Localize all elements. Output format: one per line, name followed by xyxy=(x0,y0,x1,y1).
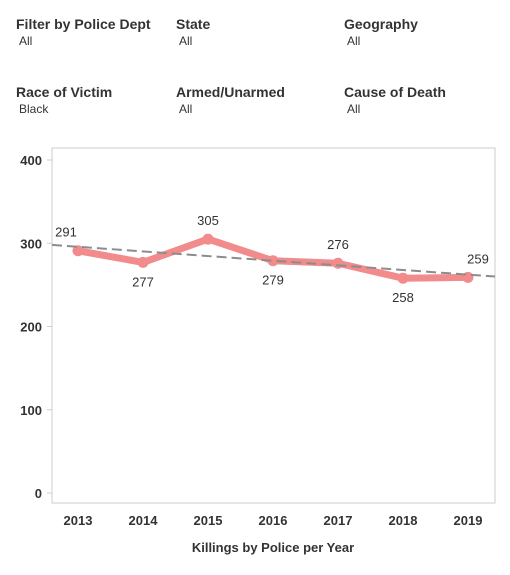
data-label: 276 xyxy=(327,237,349,252)
filter-label: Race of Victim xyxy=(16,84,113,100)
filter-value[interactable]: All xyxy=(347,102,361,116)
x-tick-label: 2019 xyxy=(454,513,483,528)
y-tick-label: 0 xyxy=(35,486,42,501)
y-tick-label: 100 xyxy=(20,403,42,418)
x-axis: 2013 2014 2015 2016 2017 2018 2019 xyxy=(64,513,483,528)
filter-value[interactable]: All xyxy=(179,102,193,116)
filter-armed-unarmed[interactable]: Armed/Unarmed All xyxy=(176,84,341,116)
data-label: 291 xyxy=(55,225,77,240)
data-point xyxy=(397,272,409,284)
x-tick-label: 2015 xyxy=(194,513,223,528)
filter-police-dept[interactable]: Filter by Police Dept All xyxy=(16,16,181,48)
data-point xyxy=(202,233,214,245)
filter-label: Geography xyxy=(344,16,418,32)
data-point xyxy=(267,255,279,267)
data-label: 305 xyxy=(197,213,219,228)
filter-label: State xyxy=(176,16,211,32)
filter-race-of-victim[interactable]: Race of Victim Black xyxy=(16,84,181,116)
x-tick-label: 2018 xyxy=(389,513,418,528)
filter-value[interactable]: All xyxy=(347,34,361,48)
filter-value[interactable]: All xyxy=(19,34,33,48)
data-label: 277 xyxy=(132,274,154,289)
data-label: 279 xyxy=(262,273,284,288)
data-point xyxy=(137,256,149,268)
plot-frame xyxy=(51,147,496,504)
filter-geography[interactable]: Geography All xyxy=(344,16,509,48)
y-tick-label: 300 xyxy=(20,236,42,251)
filter-value[interactable]: All xyxy=(179,34,193,48)
filter-value[interactable]: Black xyxy=(19,102,49,116)
x-tick-label: 2017 xyxy=(324,513,353,528)
x-tick-label: 2013 xyxy=(64,513,93,528)
filter-label: Filter by Police Dept xyxy=(16,16,151,32)
x-tick-label: 2016 xyxy=(259,513,288,528)
filter-state[interactable]: State All xyxy=(176,16,341,48)
y-tick-label: 200 xyxy=(20,320,42,335)
x-tick-label: 2014 xyxy=(129,513,159,528)
y-axis: 0 100 200 300 400 xyxy=(20,153,52,501)
x-axis-title: Killings by Police per Year xyxy=(192,540,354,555)
data-labels: 291 277 305 279 276 258 259 xyxy=(55,213,489,305)
data-point xyxy=(332,257,344,269)
filter-cause-of-death[interactable]: Cause of Death All xyxy=(344,84,509,116)
filter-label: Armed/Unarmed xyxy=(176,84,285,100)
data-label: 258 xyxy=(392,290,414,305)
filter-label: Cause of Death xyxy=(344,84,446,100)
data-label: 259 xyxy=(467,251,489,266)
filter-panel: Filter by Police Dept All State All Geog… xyxy=(0,0,510,130)
data-point xyxy=(72,245,84,257)
y-tick-label: 400 xyxy=(20,153,42,168)
